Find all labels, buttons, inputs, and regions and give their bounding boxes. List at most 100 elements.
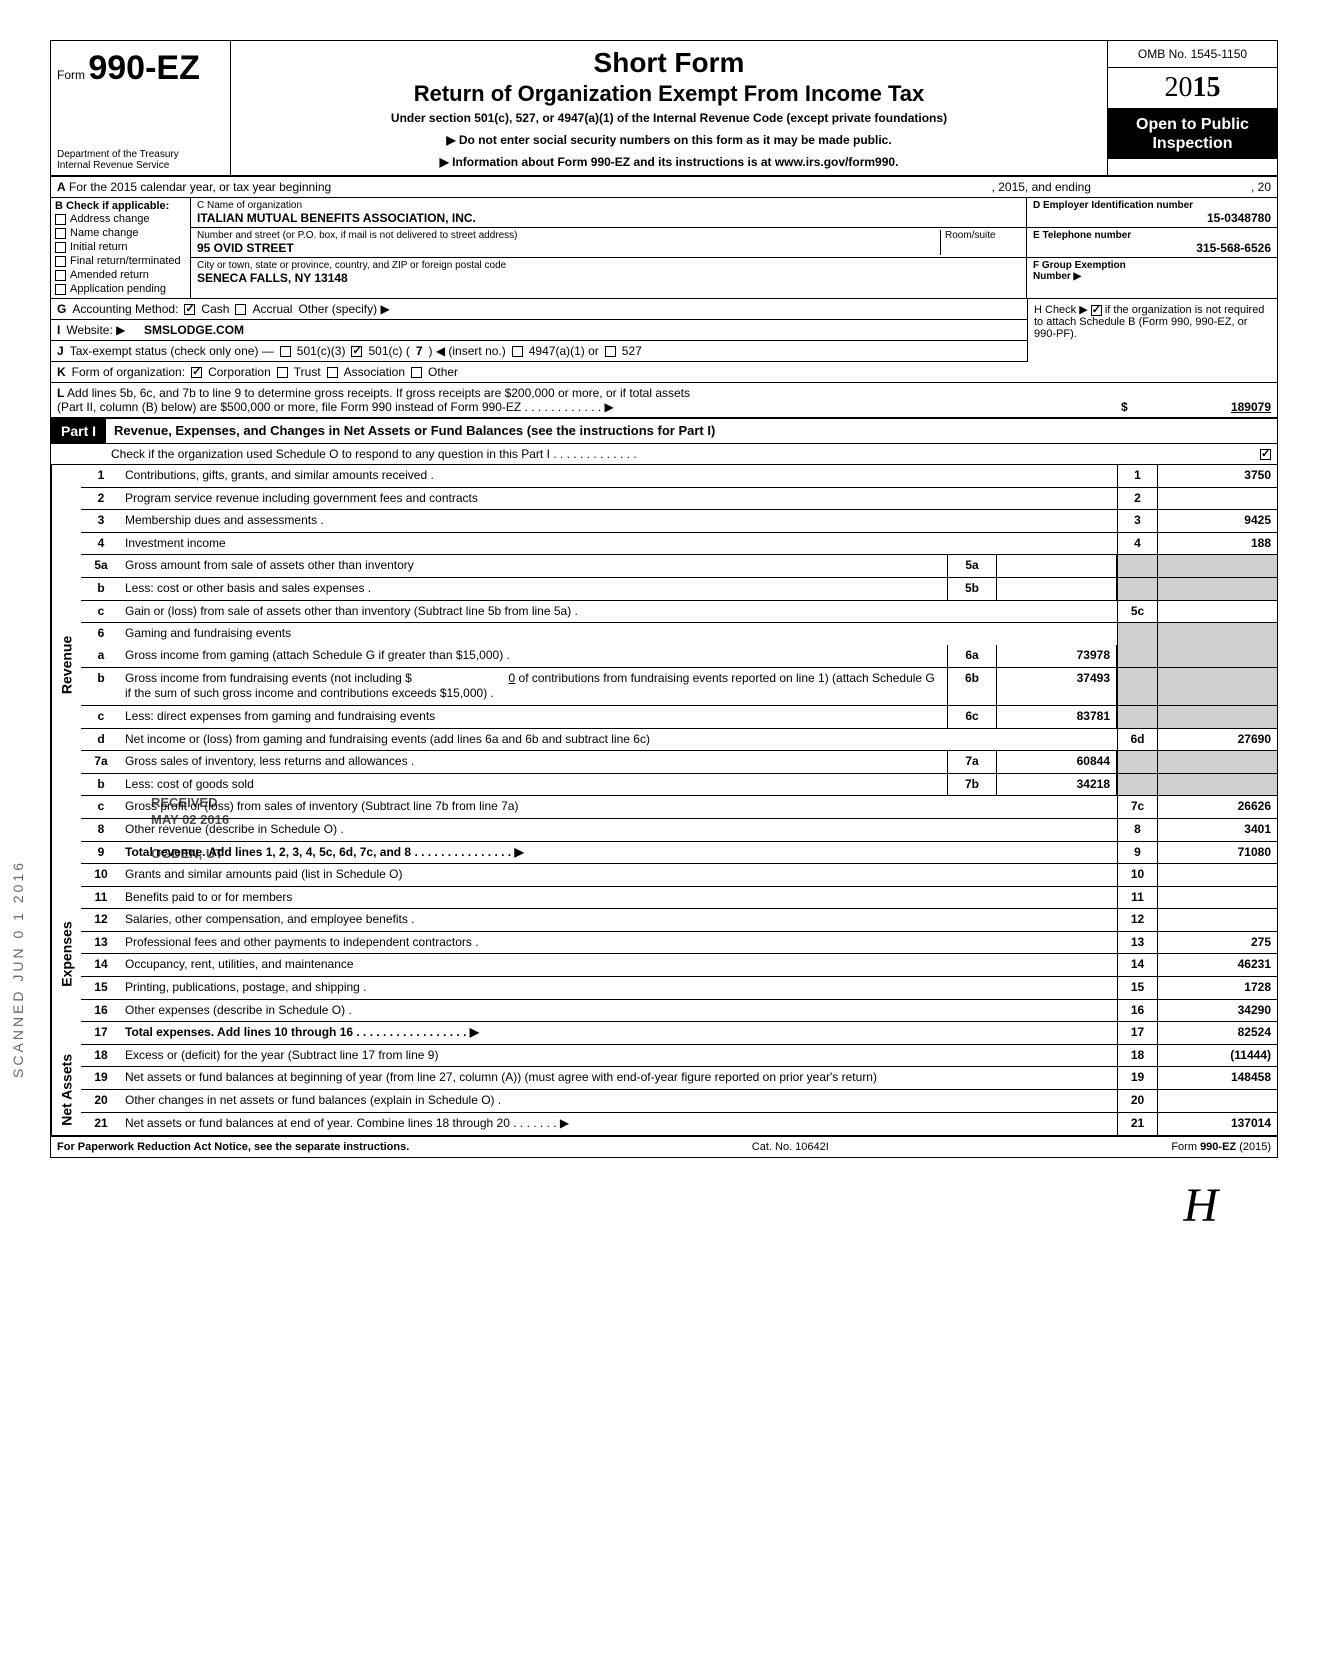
k-o3: Association xyxy=(344,365,405,379)
chk-initial[interactable]: Initial return xyxy=(55,240,186,254)
j-o2: 501(c) ( xyxy=(368,344,409,358)
r6c-mbox: 6c xyxy=(947,706,997,728)
footer-mid: Cat. No. 10642I xyxy=(752,1141,829,1153)
checkbox-icon[interactable] xyxy=(55,270,66,281)
checkbox-cash[interactable] xyxy=(184,304,195,315)
r7b-rbox xyxy=(1117,774,1157,796)
d-ein: D Employer Identification number 15-0348… xyxy=(1027,198,1277,228)
r5b-rbox xyxy=(1117,578,1157,600)
r7b-rval xyxy=(1157,774,1277,796)
r19-desc: Net assets or fund balances at beginning… xyxy=(121,1067,1117,1089)
r10-desc: Grants and similar amounts paid (list in… xyxy=(121,864,1117,886)
r6c-rval xyxy=(1157,706,1277,728)
r6b-rbox xyxy=(1117,668,1157,705)
r11-val xyxy=(1157,887,1277,909)
l-letter: L xyxy=(57,386,64,400)
col-b: B Check if applicable: Address change Na… xyxy=(51,198,191,298)
checkbox-trust[interactable] xyxy=(277,367,288,378)
r16-desc: Other expenses (describe in Schedule O) … xyxy=(121,1000,1117,1022)
chk-address[interactable]: Address change xyxy=(55,212,186,226)
year-bold: 15 xyxy=(1193,72,1221,103)
r1-num: 1 xyxy=(81,465,121,487)
r7c-desc: Gross profit or (loss) from sales of inv… xyxy=(121,796,1117,818)
i-text: Website: ▶ xyxy=(66,323,125,337)
r9-box: 9 xyxy=(1117,842,1157,864)
r5a-rbox xyxy=(1117,555,1157,577)
chk-lbl: Amended return xyxy=(70,269,149,281)
part1-tab: Part I xyxy=(51,419,106,443)
f-lbl2: Number ▶ xyxy=(1033,271,1271,282)
r12-num: 12 xyxy=(81,909,121,931)
checkbox-icon[interactable] xyxy=(55,242,66,253)
r18-desc: Excess or (deficit) for the year (Subtra… xyxy=(121,1045,1117,1067)
j-text: Tax-exempt status (check only one) — xyxy=(70,344,274,358)
r6a-mval: 73978 xyxy=(997,645,1117,667)
chk-final[interactable]: Final return/terminated xyxy=(55,254,186,268)
expenses-section: Expenses 10Grants and similar amounts pa… xyxy=(51,864,1277,1045)
chk-lbl: Final return/terminated xyxy=(70,255,181,267)
r6b-mval: 37493 xyxy=(997,668,1117,705)
col-b-header: B Check if applicable: xyxy=(55,200,186,212)
checkbox-527[interactable] xyxy=(605,346,616,357)
row-a-mid: , 2015, and ending xyxy=(992,180,1091,194)
r2-box: 2 xyxy=(1117,488,1157,510)
r20-desc: Other changes in net assets or fund bala… xyxy=(121,1090,1117,1112)
r16-box: 16 xyxy=(1117,1000,1157,1022)
part1-title-text: Revenue, Expenses, and Changes in Net As… xyxy=(114,423,715,438)
chk-amended[interactable]: Amended return xyxy=(55,268,186,282)
r21-box: 21 xyxy=(1117,1113,1157,1135)
r5a-num: 5a xyxy=(81,555,121,577)
j-o2e: ) ◀ (insert no.) xyxy=(429,344,506,358)
checkbox-other[interactable] xyxy=(411,367,422,378)
c-name-lbl: C Name of organization xyxy=(197,200,1020,211)
k-o4: Other xyxy=(428,365,458,379)
r5a-rval xyxy=(1157,555,1277,577)
r17-num: 17 xyxy=(81,1022,121,1044)
open-to-public: Open to Public Inspection xyxy=(1108,109,1277,159)
checkbox-schedo[interactable] xyxy=(1260,449,1271,460)
footer-form: 990-EZ xyxy=(1200,1141,1236,1153)
checkbox-schedb[interactable] xyxy=(1091,305,1102,316)
d-lbl: D Employer Identification number xyxy=(1033,200,1271,211)
r5a-desc: Gross amount from sale of assets other t… xyxy=(121,555,947,577)
r20-box: 20 xyxy=(1117,1090,1157,1112)
subtitle: Under section 501(c), 527, or 4947(a)(1)… xyxy=(241,111,1097,125)
checkbox-4947[interactable] xyxy=(512,346,523,357)
checkbox-icon[interactable] xyxy=(55,284,66,295)
r17-box: 17 xyxy=(1117,1022,1157,1044)
checkbox-assoc[interactable] xyxy=(327,367,338,378)
col-def: D Employer Identification number 15-0348… xyxy=(1027,198,1277,298)
form-prefix: Form xyxy=(57,68,85,82)
header-mid: Short Form Return of Organization Exempt… xyxy=(231,41,1107,175)
r5c-num: c xyxy=(81,601,121,623)
checkbox-501c3[interactable] xyxy=(280,346,291,357)
row-a-end: , 20 xyxy=(1251,180,1271,194)
title-return: Return of Organization Exempt From Incom… xyxy=(241,81,1097,107)
checkbox-icon[interactable] xyxy=(55,214,66,225)
r15-num: 15 xyxy=(81,977,121,999)
r6-num: 6 xyxy=(81,623,121,645)
checkbox-501c[interactable] xyxy=(351,346,362,357)
r6a-num: a xyxy=(81,645,121,667)
k-o2: Trust xyxy=(294,365,321,379)
r5b-desc: Less: cost or other basis and sales expe… xyxy=(121,578,947,600)
checkbox-accrual[interactable] xyxy=(235,304,246,315)
checkbox-icon[interactable] xyxy=(55,256,66,267)
chk-name[interactable]: Name change xyxy=(55,226,186,240)
r7b-num: b xyxy=(81,774,121,796)
r7a-mval: 60844 xyxy=(997,751,1117,773)
sched-o-line: Check if the organization used Schedule … xyxy=(51,444,1277,465)
g-text: Accounting Method: xyxy=(72,302,178,316)
r6b-mbox: 6b xyxy=(947,668,997,705)
chk-pending[interactable]: Application pending xyxy=(55,282,186,296)
open-line2: Inspection xyxy=(1110,134,1275,153)
r6d-num: d xyxy=(81,729,121,751)
checkbox-corp[interactable] xyxy=(191,367,202,378)
k-letter: K xyxy=(57,365,66,379)
r12-desc: Salaries, other compensation, and employ… xyxy=(121,909,1117,931)
r11-box: 11 xyxy=(1117,887,1157,909)
r18-box: 18 xyxy=(1117,1045,1157,1067)
r6b-d1: Gross income from fundraising events (no… xyxy=(125,671,412,685)
checkbox-icon[interactable] xyxy=(55,228,66,239)
r5a-mval xyxy=(997,555,1117,577)
